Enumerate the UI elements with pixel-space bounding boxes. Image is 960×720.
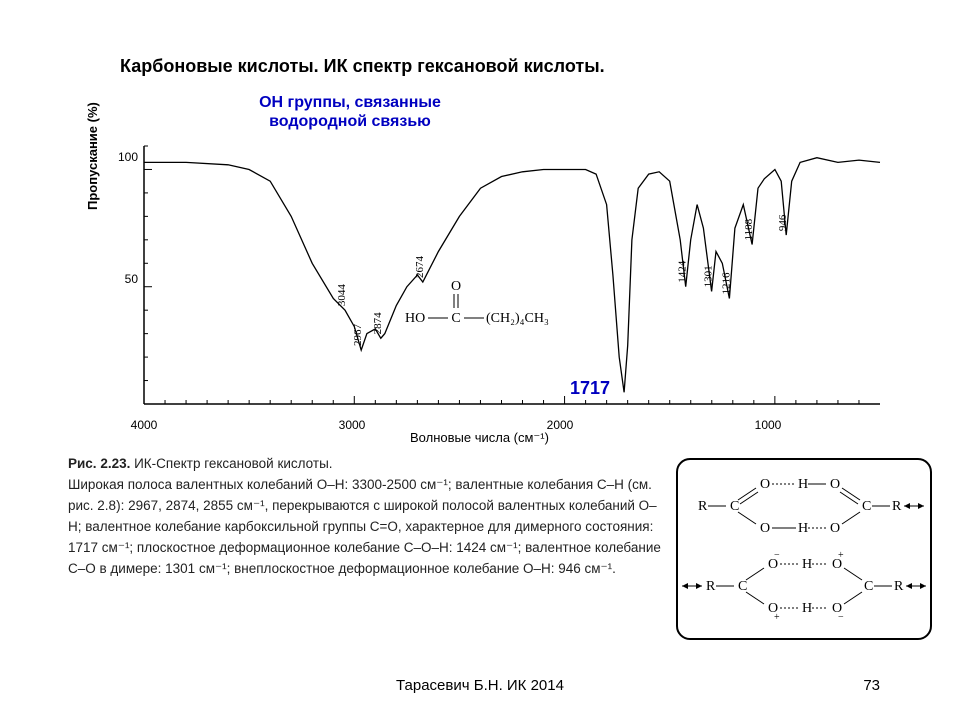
molecular-formula: O HO C (CH₂)₄CH₃ — [400, 278, 560, 338]
svg-text:R: R — [706, 579, 716, 594]
ytick-100: 100 — [112, 150, 138, 164]
dimer-r-left: R — [698, 499, 708, 514]
caption-label: Рис. 2.23. — [68, 456, 130, 471]
svg-text:2874: 2874 — [372, 312, 384, 335]
ir-spectrum-chart: 3044 2967 2874 2674 1424 1301 1216 1108 946 — [110, 140, 890, 410]
svg-text:C: C — [730, 499, 739, 514]
svg-text:O: O — [760, 521, 770, 536]
svg-text:1424: 1424 — [677, 260, 689, 283]
svg-text:−: − — [838, 612, 844, 623]
svg-text:1216: 1216 — [720, 272, 732, 295]
svg-text:1301: 1301 — [703, 265, 715, 287]
xtick-4000: 4000 — [124, 418, 164, 432]
svg-text:O: O — [830, 477, 840, 492]
svg-text:C: C — [864, 579, 873, 594]
figure-caption: Рис. 2.23. ИК-Спектр гексановой кислоты.… — [68, 454, 668, 580]
svg-text:H: H — [798, 521, 808, 536]
svg-text:C: C — [738, 579, 747, 594]
xtick-1000: 1000 — [748, 418, 788, 432]
svg-text:946: 946 — [777, 214, 789, 231]
peak-1717-annotation: 1717 — [570, 378, 610, 399]
svg-text:3044: 3044 — [336, 284, 348, 307]
page-title: Карбоновые кислоты. ИК спектр гексановой… — [120, 56, 605, 77]
svg-text:−: − — [774, 550, 780, 561]
xtick-2000: 2000 — [540, 418, 580, 432]
page-number: 73 — [863, 677, 880, 694]
formula-oxygen: O — [451, 279, 461, 294]
footer-text: Тарасевич Б.Н. ИК 2014 — [0, 677, 960, 694]
svg-text:C: C — [862, 499, 871, 514]
svg-text:R: R — [894, 579, 904, 594]
svg-text:H: H — [798, 477, 808, 492]
svg-text:+: + — [838, 550, 844, 561]
svg-text:R: R — [892, 499, 902, 514]
svg-text:+: + — [774, 612, 780, 623]
svg-text:H: H — [802, 601, 812, 616]
svg-text:O: O — [760, 477, 770, 492]
y-axis-label: Пропускание (%) — [85, 102, 100, 210]
ytick-50: 50 — [112, 272, 138, 286]
svg-text:2674: 2674 — [414, 256, 426, 279]
oh-annotation: ОН группы, связанные водородной связью — [210, 93, 490, 131]
svg-text:HO: HO — [405, 311, 425, 326]
xtick-3000: 3000 — [332, 418, 372, 432]
svg-text:C: C — [451, 311, 460, 326]
oh-annotation-line1: ОН группы, связанные — [259, 94, 441, 111]
svg-text:(CH₂)₄CH₃: (CH₂)₄CH₃ — [486, 311, 549, 326]
caption-title: ИК-Спектр гексановой кислоты. — [130, 456, 332, 471]
svg-text:O: O — [830, 521, 840, 536]
x-axis-label: Волновые числа (см⁻¹) — [410, 430, 549, 446]
svg-text:1108: 1108 — [743, 218, 755, 240]
dimer-diagram: R C O O H O H O C R — [678, 460, 930, 638]
dimer-structure-box: R C O O H O H O C R — [676, 458, 932, 640]
caption-body: Широкая полоса валентных колебаний О–Н: … — [68, 477, 661, 576]
svg-text:2967: 2967 — [352, 324, 364, 347]
oh-annotation-line2: водородной связью — [269, 113, 431, 130]
svg-text:H: H — [802, 557, 812, 572]
